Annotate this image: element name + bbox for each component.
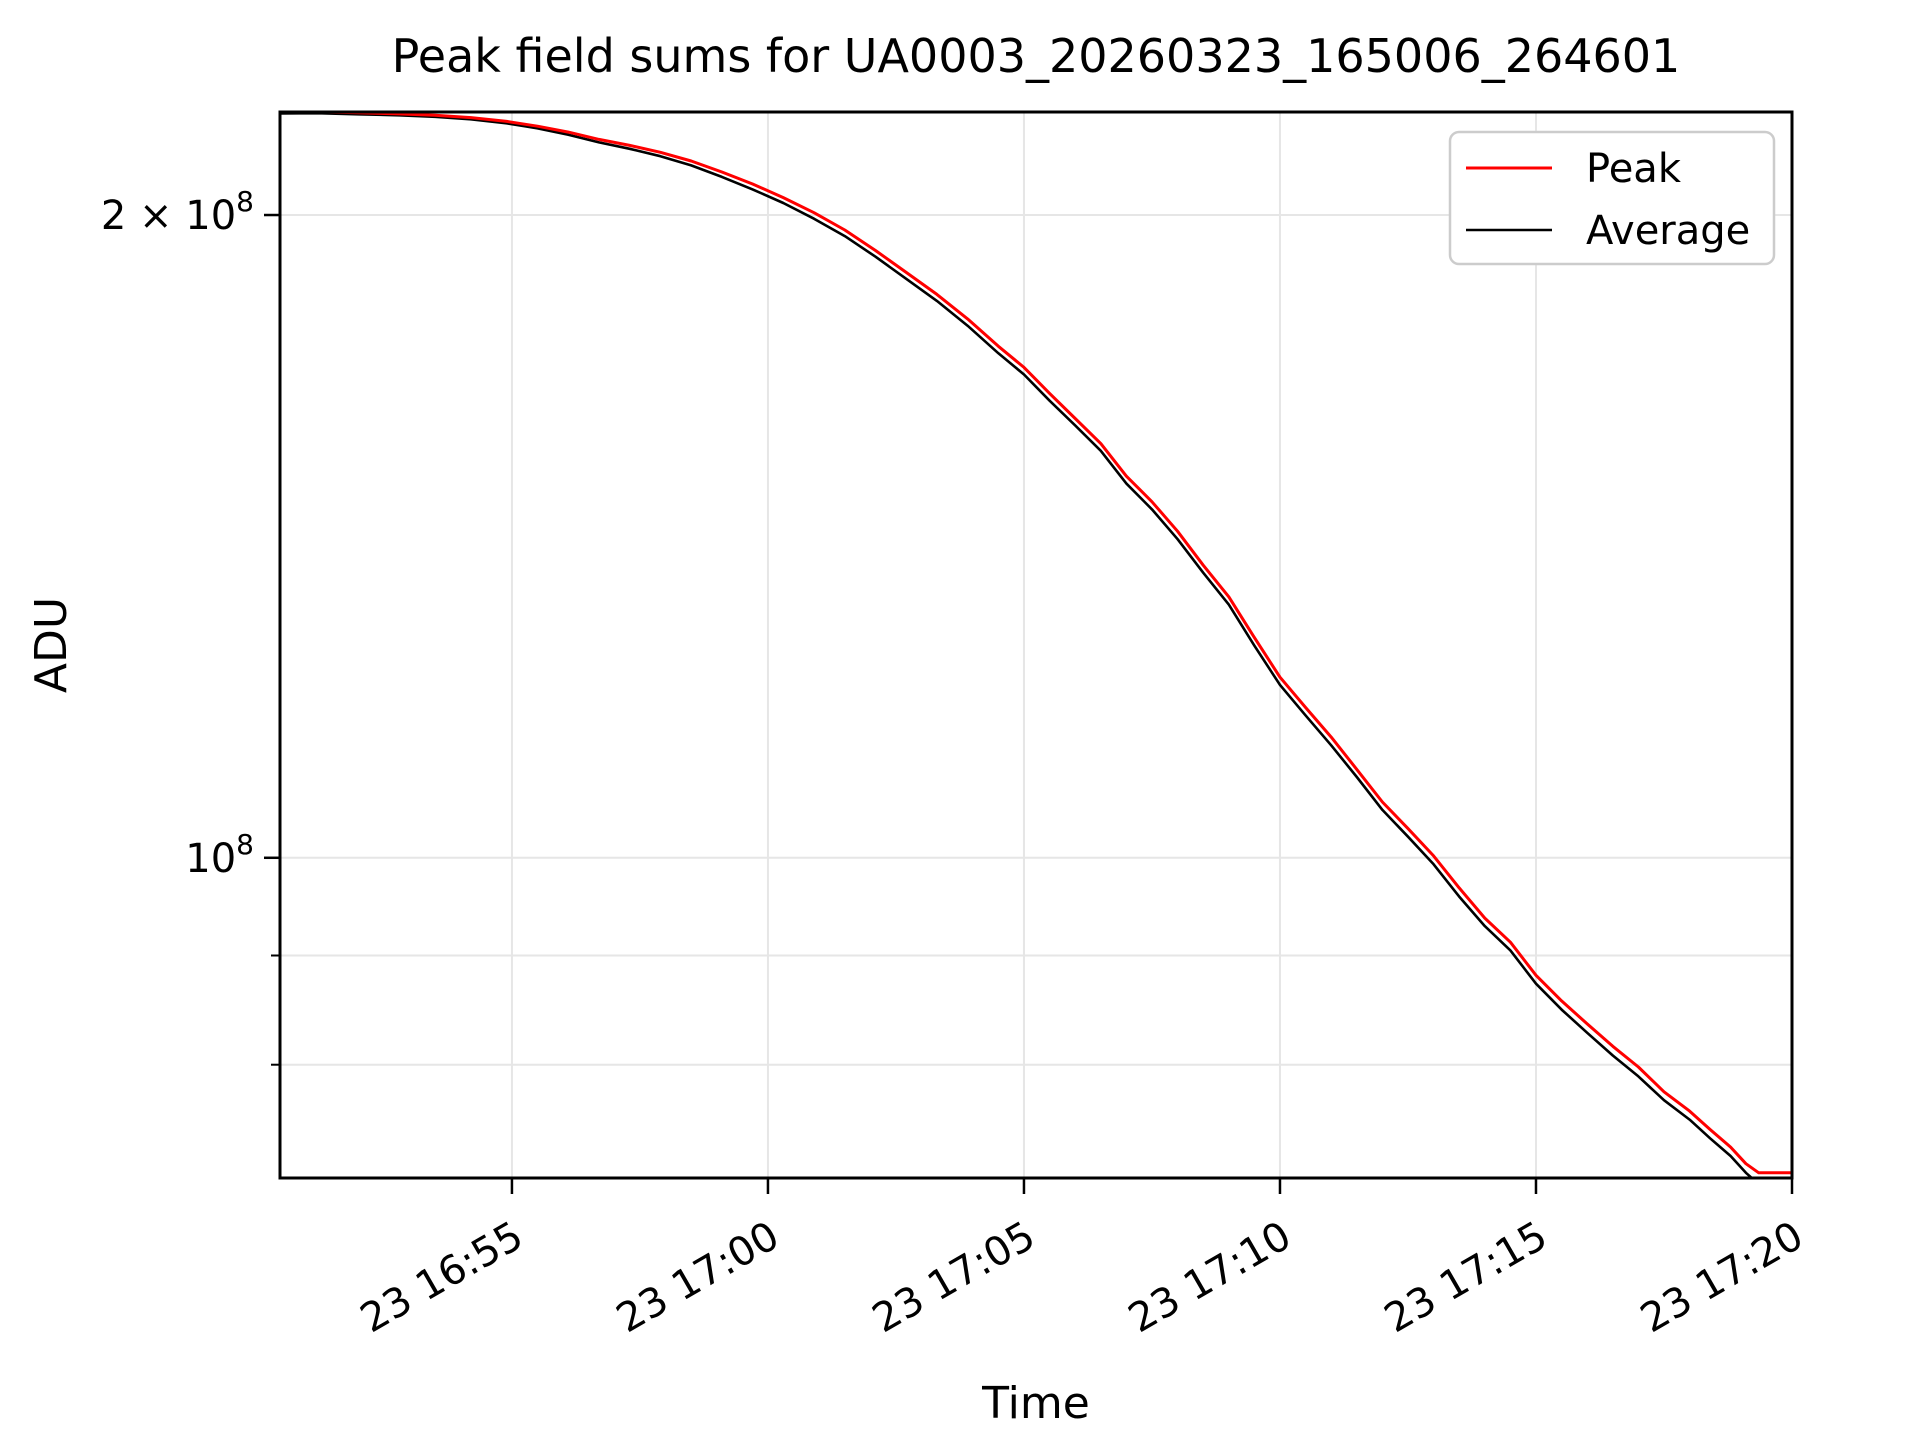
y-tick-label: 108 [185, 828, 254, 882]
plot-border [278, 110, 1794, 1180]
x-tick-label: 23 17:15 [1377, 1213, 1555, 1342]
legend-peak-label: Peak [1586, 146, 1682, 192]
tick-labels: 23 16:55 23 17:00 23 17:05 23 17:10 23 17:15… [101, 185, 1811, 1342]
legend: Peak Average [1448, 130, 1776, 266]
series-peak-line [280, 112, 1792, 1175]
y-tick-label: 2 × 108 [101, 185, 254, 239]
x-axis-label: Time [981, 1378, 1090, 1429]
legend-average-label: Average [1586, 208, 1750, 254]
x-tick-label: 23 17:05 [865, 1213, 1043, 1342]
gridlines [280, 112, 1793, 1178]
tick-marks [264, 213, 1794, 1194]
y-axis-label: ADU [26, 597, 77, 693]
x-tick-label: 23 17:10 [1121, 1213, 1299, 1342]
x-tick-label: 23 16:55 [353, 1213, 531, 1342]
chart-title: Peak field sums for UA0003_20260323_1650… [392, 29, 1681, 83]
x-tick-label: 23 17:00 [609, 1213, 787, 1342]
x-tick-label: 23 17:20 [1633, 1213, 1811, 1342]
series-average-line [280, 112, 1754, 1178]
series-lines [280, 112, 1792, 1178]
